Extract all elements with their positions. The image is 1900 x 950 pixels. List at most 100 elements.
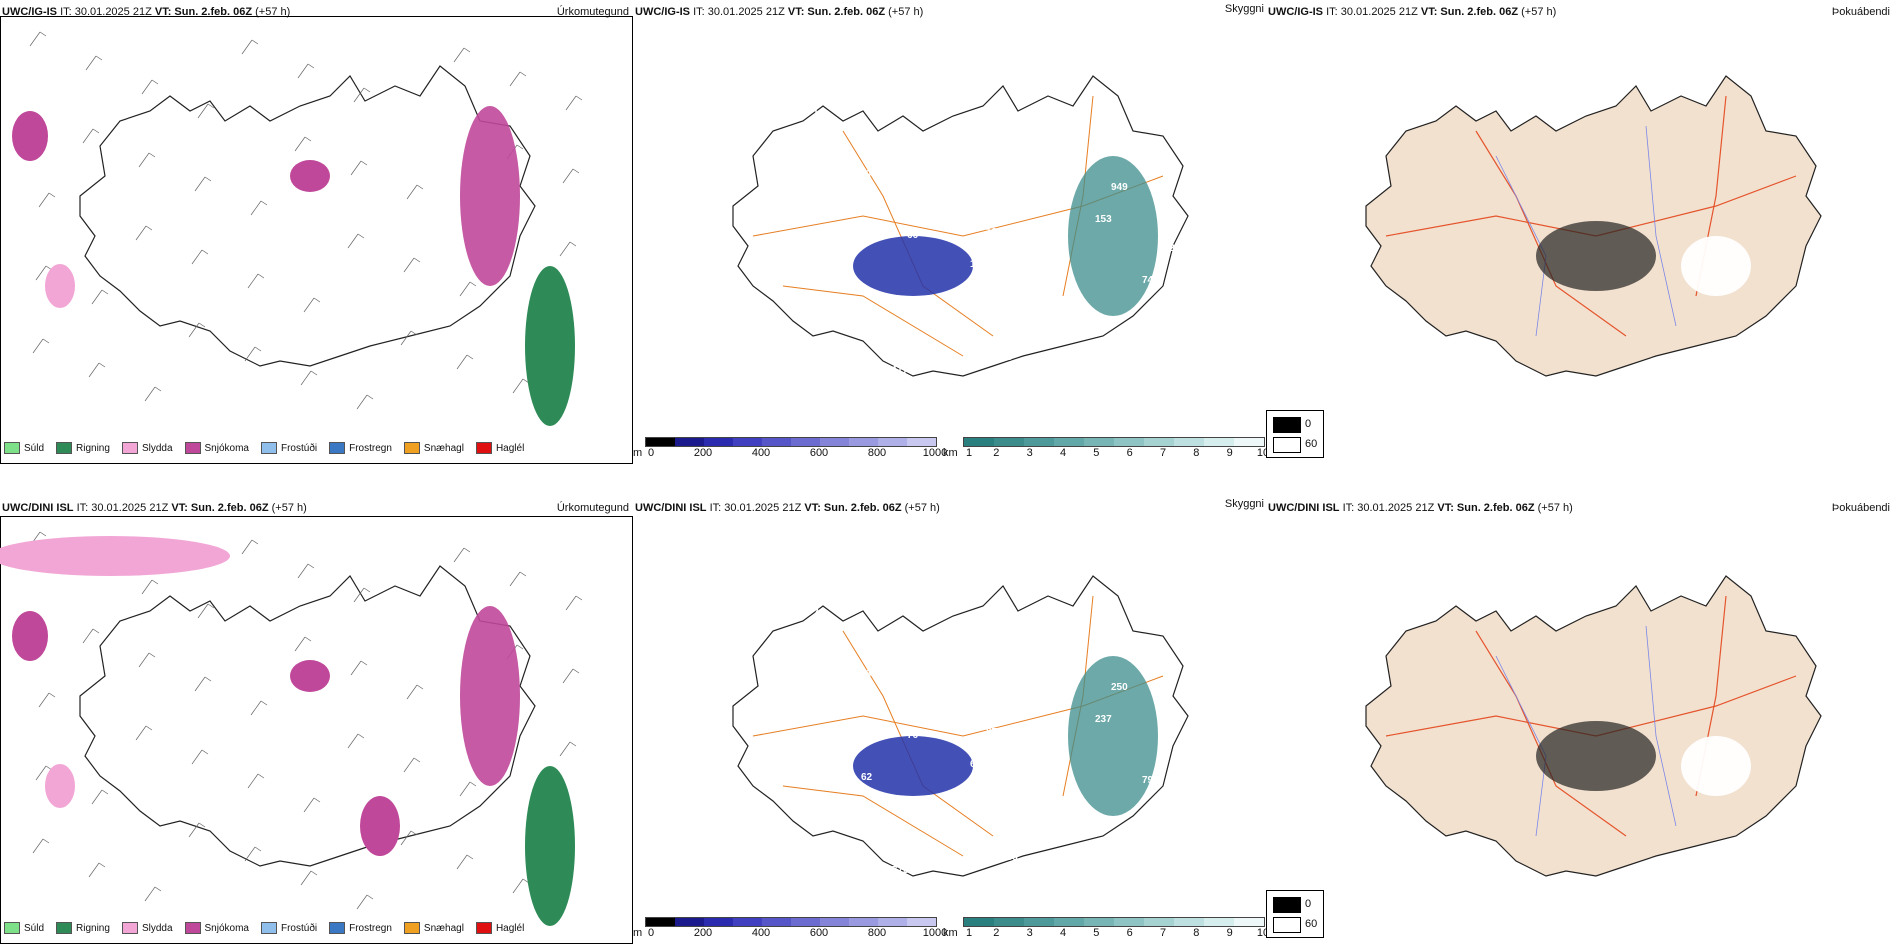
- wind-barb: [244, 846, 262, 862]
- cloud-base-value: 63: [1001, 352, 1013, 363]
- colorbar-step: [1174, 438, 1204, 446]
- colorbar-tick: 8: [1193, 927, 1200, 939]
- colorbar-unit: m: [633, 927, 643, 939]
- colorbar-tick: 1: [965, 927, 973, 939]
- legend-swatch: [403, 922, 420, 934]
- wind-barb: [38, 192, 56, 208]
- colorbar-tick: 5: [1093, 447, 1100, 459]
- cloud-base-value: 48: [814, 711, 826, 722]
- coastline: [79, 565, 536, 867]
- legend-label: Snæhagl: [423, 922, 464, 934]
- river: [1645, 125, 1677, 327]
- wind-barb: [138, 152, 156, 168]
- fog-panel-top: UWC/IG-IS IT: 30.01.2025 21Z VT: Sun. 2.…: [1266, 0, 1900, 480]
- precip-type-panel-top: UWC/IG-IS IT: 30.01.2025 21Z VT: Sun. 2.…: [0, 0, 633, 480]
- iceland-map: [1365, 75, 1822, 377]
- legend-label: Rigning: [76, 922, 110, 934]
- wind-barb: [406, 684, 424, 700]
- colorbar-step: [1024, 438, 1054, 446]
- fog-area: [1536, 221, 1656, 291]
- coastline: [732, 575, 1189, 877]
- snow-area: [290, 160, 330, 192]
- colorbar-tick: 10: [1256, 927, 1266, 939]
- wind-barb: [197, 603, 215, 619]
- wind-barb: [191, 249, 209, 265]
- sleet-area: [0, 536, 230, 576]
- precip-legend: Súld Rigning Slydda Snjókoma Frostúði Frostre…: [4, 922, 524, 934]
- cloud-base-value: 203: [1048, 653, 1065, 664]
- legend-item: Rigning: [56, 442, 110, 454]
- legend-item: Slydda: [121, 922, 173, 934]
- wind-barb: [347, 233, 365, 249]
- wind-barb: [453, 47, 471, 63]
- panel-type-label: Skyggni: [1224, 498, 1264, 510]
- colorbar-step: [964, 438, 994, 446]
- legend-swatch: [56, 922, 73, 934]
- wind-barb: [144, 386, 162, 402]
- wind-barb: [559, 741, 577, 757]
- colorbar-unit: km: [943, 447, 958, 459]
- colorbar-tick: 5: [1093, 927, 1100, 939]
- cloud-base-value: 265: [1001, 852, 1018, 863]
- wind-barb: [82, 628, 100, 644]
- legend-item: Frostregn: [329, 442, 392, 454]
- rain-area: [525, 266, 575, 426]
- wind-barb: [91, 289, 109, 305]
- cloud-base-value: 822: [1158, 243, 1175, 254]
- colorbar-step: [646, 438, 675, 446]
- wind-barb: [459, 781, 477, 797]
- colorbar-unit: m: [633, 447, 643, 459]
- cloud-base-value: 74: [1142, 275, 1154, 286]
- low-cloud-area: [853, 736, 973, 796]
- colorbar-gradient: [963, 437, 1265, 447]
- wind-barb: [559, 241, 577, 257]
- panel-title: UWC/IG-IS IT: 30.01.2025 21Z VT: Sun. 2.…: [1268, 6, 1557, 18]
- cloud-base-value: 237: [1095, 714, 1112, 725]
- legend-swatch: [329, 922, 346, 934]
- legend-swatch: [121, 922, 138, 934]
- clear-area: [1681, 736, 1751, 796]
- cloud-base-value: 88: [860, 669, 872, 680]
- cloud-base-value: 169: [829, 336, 846, 347]
- legend-item: Haglél: [475, 922, 525, 934]
- cloud-base-value: 663: [1002, 695, 1019, 706]
- ceiling-visibility-map: 79 88 76 100 265 203 237 792 72 118 91 65 79 88 250 75 5…: [732, 575, 1189, 877]
- colorbar-step: [820, 438, 849, 446]
- cloud-base-value: 39: [1127, 650, 1139, 661]
- legend-item: Snæhagl: [403, 922, 464, 934]
- cloud-base-value: 77: [1048, 153, 1060, 164]
- cloud-base-value: 62: [861, 772, 873, 783]
- colorbar-tick: 9: [1226, 927, 1233, 939]
- panel-title: UWC/IG-IS IT: 30.01.2025 21Z VT: Sun. 2.…: [635, 6, 924, 18]
- colorbar-tick: 3: [1026, 927, 1033, 939]
- cloud-base-value: 792: [1142, 775, 1159, 786]
- legend-item: Súld: [4, 442, 44, 454]
- cloud-base-value: 130: [986, 227, 1003, 238]
- cloud-base-value: 90: [860, 169, 872, 180]
- colorbar-tick: 800: [867, 447, 887, 459]
- colorbar-gradient: [645, 917, 937, 927]
- legend-label: Slydda: [141, 442, 173, 454]
- colorbar-step: [1144, 918, 1174, 926]
- sky-cover-legend: 0 60: [1266, 890, 1324, 938]
- ceiling-visibility-map: 14 90 66 18 63 77 153 74 169 89 82 111 108 1000 949 822…: [732, 75, 1189, 377]
- colorbar-step: [1114, 438, 1144, 446]
- ceiling-panel-bottom: UWC/DINI ISL IT: 30.01.2025 21Z VT: Sun.…: [633, 480, 1266, 950]
- ceiling-panel-top: UWC/IG-IS IT: 30.01.2025 21Z VT: Sun. 2.…: [633, 0, 1266, 480]
- snow-area: [360, 796, 400, 856]
- ceiling-colorbar: m 0 200 400 600 800 1000: [633, 437, 947, 467]
- legend-label: Haglél: [495, 922, 525, 934]
- panel-type-label: Skyggni: [1224, 3, 1264, 15]
- colorbar-tick: 4: [1059, 927, 1067, 939]
- legend-swatch: [260, 922, 277, 934]
- cloud-base-value: 402: [939, 666, 956, 677]
- fog-area: [1536, 721, 1656, 791]
- colorbar-step: [907, 438, 936, 446]
- wind-barb: [188, 822, 206, 838]
- sleet-area: [45, 264, 75, 308]
- wind-barb: [29, 31, 47, 47]
- wind-barb: [194, 676, 212, 692]
- colorbar-unit: km: [943, 927, 958, 939]
- colorbar-tick: 800: [867, 927, 887, 939]
- colorbar-tick: 400: [751, 447, 771, 459]
